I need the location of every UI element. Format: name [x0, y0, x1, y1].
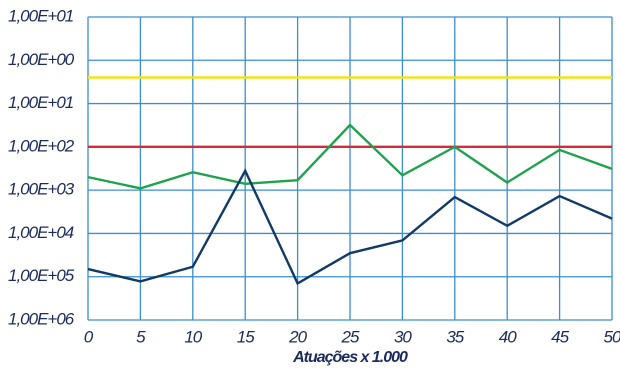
- series-line: [87, 168, 613, 286]
- x-tick-label: 5: [136, 327, 146, 346]
- x-tick-label: 35: [446, 327, 464, 346]
- y-tick-label: 1,00E+00: [8, 50, 75, 69]
- y-tick-label: 1,00E+06: [8, 309, 75, 328]
- series-line: [87, 123, 613, 190]
- x-tick-label: 45: [551, 327, 569, 346]
- y-tick-label: 1,00E+01: [8, 93, 74, 112]
- y-tick-label: 1,00E+03: [8, 180, 75, 199]
- x-tick-label: 30: [394, 327, 412, 346]
- x-tick-label: 50: [604, 327, 620, 346]
- y-tick-label: 1,00E+02: [8, 136, 75, 155]
- y-tick-label: 1,00E+01: [8, 6, 74, 25]
- x-tick-label: 25: [341, 327, 360, 346]
- x-tick-label: 40: [499, 327, 517, 346]
- x-tick-label: 20: [288, 327, 307, 346]
- x-tick-label: 10: [184, 327, 202, 346]
- y-tick-label: 1,00E+05: [8, 266, 75, 285]
- x-tick-label: 0: [84, 327, 94, 346]
- y-tick-label: 1,00E+04: [8, 223, 74, 242]
- x-axis-label: Atuações x 1.000: [292, 349, 408, 366]
- x-tick-label: 15: [237, 327, 255, 346]
